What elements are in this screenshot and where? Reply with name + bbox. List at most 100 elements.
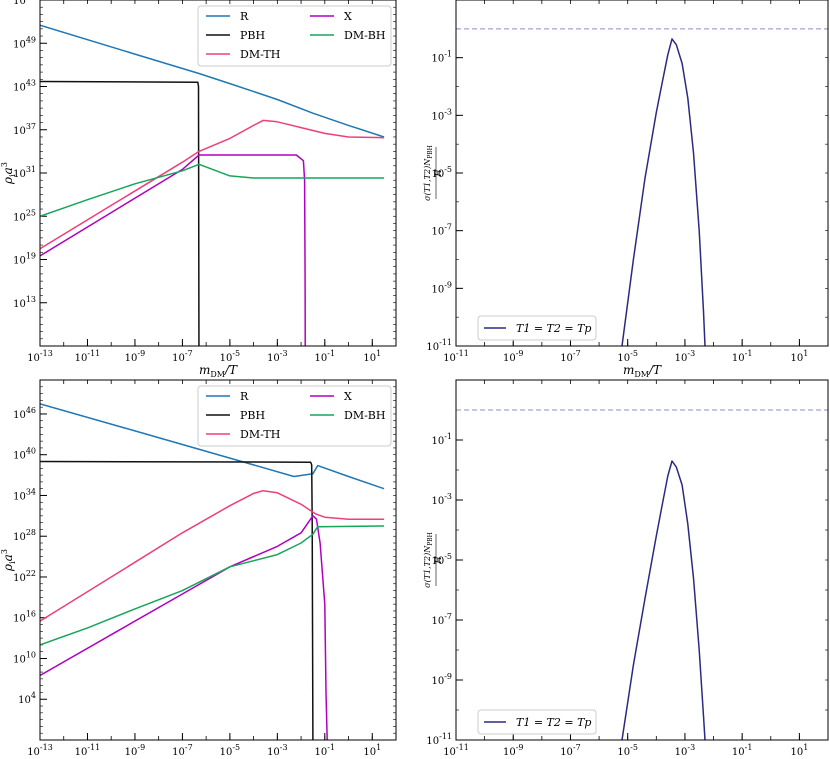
x-tick-label-exp: -9 xyxy=(137,743,145,752)
panel-top-left: 10-13 10-11 10-9 10-7 10-5 10-3 10-1 1011013101… xyxy=(0,0,397,379)
x-tick-label: 10-11 xyxy=(75,349,101,364)
panel-bottom-right: 10-11 10-9 10-7 10-5 10-3 10-1 10110-1110-910-… xyxy=(423,379,829,759)
x-tick-label: 10-1 xyxy=(315,349,336,364)
y-tick-label-base: 10 xyxy=(431,436,444,447)
x-tick-label-base: 10 xyxy=(503,747,516,758)
y-tick-label: 1010 xyxy=(13,650,36,665)
y-tick-label-exp: 4 xyxy=(31,691,36,700)
x-tick-label: 101 xyxy=(363,743,381,758)
y-tick-label: 1016 xyxy=(13,610,36,625)
ticks: 10-13 10-11 10-9 10-7 10-5 10-3 10-1 1011041010… xyxy=(13,379,397,758)
x-tick-label-exp: 1 xyxy=(376,349,381,358)
x-tick-label: 10-3 xyxy=(267,349,288,364)
x-tick-label-base: 10 xyxy=(675,353,688,364)
y-tick-label: 1013 xyxy=(13,295,36,310)
y-tick-label-exp: -9 xyxy=(444,280,452,289)
x-tick-label-base: 10 xyxy=(503,353,516,364)
y-tick-label-base: 10 xyxy=(431,227,444,238)
y-label-num: σ(T1,T2)N xyxy=(423,545,432,588)
y-tick-label: 1028 xyxy=(13,528,36,543)
y-tick-label-base: 10 xyxy=(13,614,26,625)
x-tick-label-exp: -11 xyxy=(456,743,469,752)
x-tick-label: 10-5 xyxy=(220,743,241,758)
y-label-rho: ρ xyxy=(1,177,15,185)
x-tick-label: 10-3 xyxy=(675,743,696,758)
x-tick-label-exp: -1 xyxy=(745,743,753,752)
x-label-rest: /T xyxy=(648,757,662,759)
x-label-m: m xyxy=(623,757,634,759)
legend-label: DM-BH xyxy=(344,29,385,42)
x-tick-label-base: 10 xyxy=(315,353,328,364)
x-tick-label-base: 10 xyxy=(617,747,630,758)
legend: T1 = T2 = Tp xyxy=(477,709,597,735)
x-tick-label: 10-11 xyxy=(443,743,469,758)
x-tick-label-exp: -9 xyxy=(516,349,524,358)
y-tick-label-exp: 46 xyxy=(26,406,36,415)
x-tick-label-exp: 1 xyxy=(376,743,381,752)
x-tick-label-base: 10 xyxy=(363,747,376,758)
y-tick-label: 1034 xyxy=(13,487,36,502)
y-tick-label-base: 10 xyxy=(18,695,31,706)
y-label-sub: i xyxy=(8,561,17,564)
legend-label: R xyxy=(240,390,249,403)
x-tick-label: 10-7 xyxy=(560,743,581,758)
y-tick-label-base: 10 xyxy=(426,736,439,747)
plot-frame xyxy=(455,379,829,741)
legend-label: X xyxy=(344,10,352,23)
series-line-x xyxy=(40,515,328,740)
x-tick-label-exp: -7 xyxy=(185,743,193,752)
y-tick-label: 1049 xyxy=(13,35,36,50)
series-line-t-1-t-2-t-p xyxy=(621,38,706,346)
x-tick-label-exp: -13 xyxy=(40,743,53,752)
y-tick-label-base: 10 xyxy=(431,284,444,295)
y-tick-label: 10-7 xyxy=(431,223,452,238)
y-tick-label-exp: -11 xyxy=(439,338,452,347)
ticks: 10-11 10-9 10-7 10-5 10-3 10-1 10110-1110-910-… xyxy=(426,0,829,364)
y-tick-label-base: 10 xyxy=(13,126,26,137)
x-tick-label-base: 10 xyxy=(443,353,456,364)
x-tick-label-exp: -11 xyxy=(87,349,100,358)
y-tick-label-base: 10 xyxy=(13,573,26,584)
y-tick-label: 10-5 xyxy=(431,552,452,567)
y-tick-label-exp: -7 xyxy=(444,223,452,232)
y-label-sub: PBH xyxy=(427,145,434,159)
series-group xyxy=(40,24,385,346)
x-tick-label-base: 10 xyxy=(790,747,803,758)
series-line-dm-bh xyxy=(40,163,385,218)
x-label-m: m xyxy=(199,757,210,759)
y-tick-label-exp: 49 xyxy=(26,35,36,44)
y-tick-label-base: 10 xyxy=(13,654,26,665)
x-tick-label-base: 10 xyxy=(675,747,688,758)
legend-box xyxy=(197,385,392,447)
y-label-a: a xyxy=(1,167,15,174)
x-tick-label: 10-1 xyxy=(732,743,753,758)
x-tick-label-exp: 1 xyxy=(803,743,808,752)
legend-label: DM-TH xyxy=(240,428,280,441)
legend-box xyxy=(477,315,597,341)
y-tick-label-base: 10 xyxy=(13,451,26,462)
y-label-den: H xyxy=(434,555,443,564)
y-tick-label-exp: 43 xyxy=(26,79,36,88)
x-tick-label-exp: -5 xyxy=(630,743,638,752)
x-tick-label: 101 xyxy=(790,349,808,364)
y-tick-label: 1037 xyxy=(13,122,36,137)
y-tick-label-base: 10 xyxy=(431,496,444,507)
legend-label: T1 = T2 = Tp xyxy=(516,322,591,335)
y-tick-label-base: 10 xyxy=(13,83,26,94)
y-tick-label: 1025 xyxy=(13,208,36,223)
series-group xyxy=(621,460,706,740)
y-tick-label-base: 10 xyxy=(13,169,26,180)
series-line-dm-th xyxy=(40,119,385,250)
legend-label: R xyxy=(240,10,249,23)
x-tick-label-exp: -7 xyxy=(185,349,193,358)
x-tick-label-base: 10 xyxy=(172,747,185,758)
y-label-rho: ρ xyxy=(1,564,15,572)
series-line-r xyxy=(40,403,385,490)
x-tick-label: 10-9 xyxy=(125,349,146,364)
x-label-rest: /T xyxy=(648,363,662,377)
x-tick-label: 10-7 xyxy=(172,743,193,758)
x-tick-label: 10-5 xyxy=(220,349,241,364)
x-label-rest: /T xyxy=(224,363,238,377)
y-label-den: H xyxy=(434,168,443,177)
x-tick-label-exp: -3 xyxy=(687,349,695,358)
